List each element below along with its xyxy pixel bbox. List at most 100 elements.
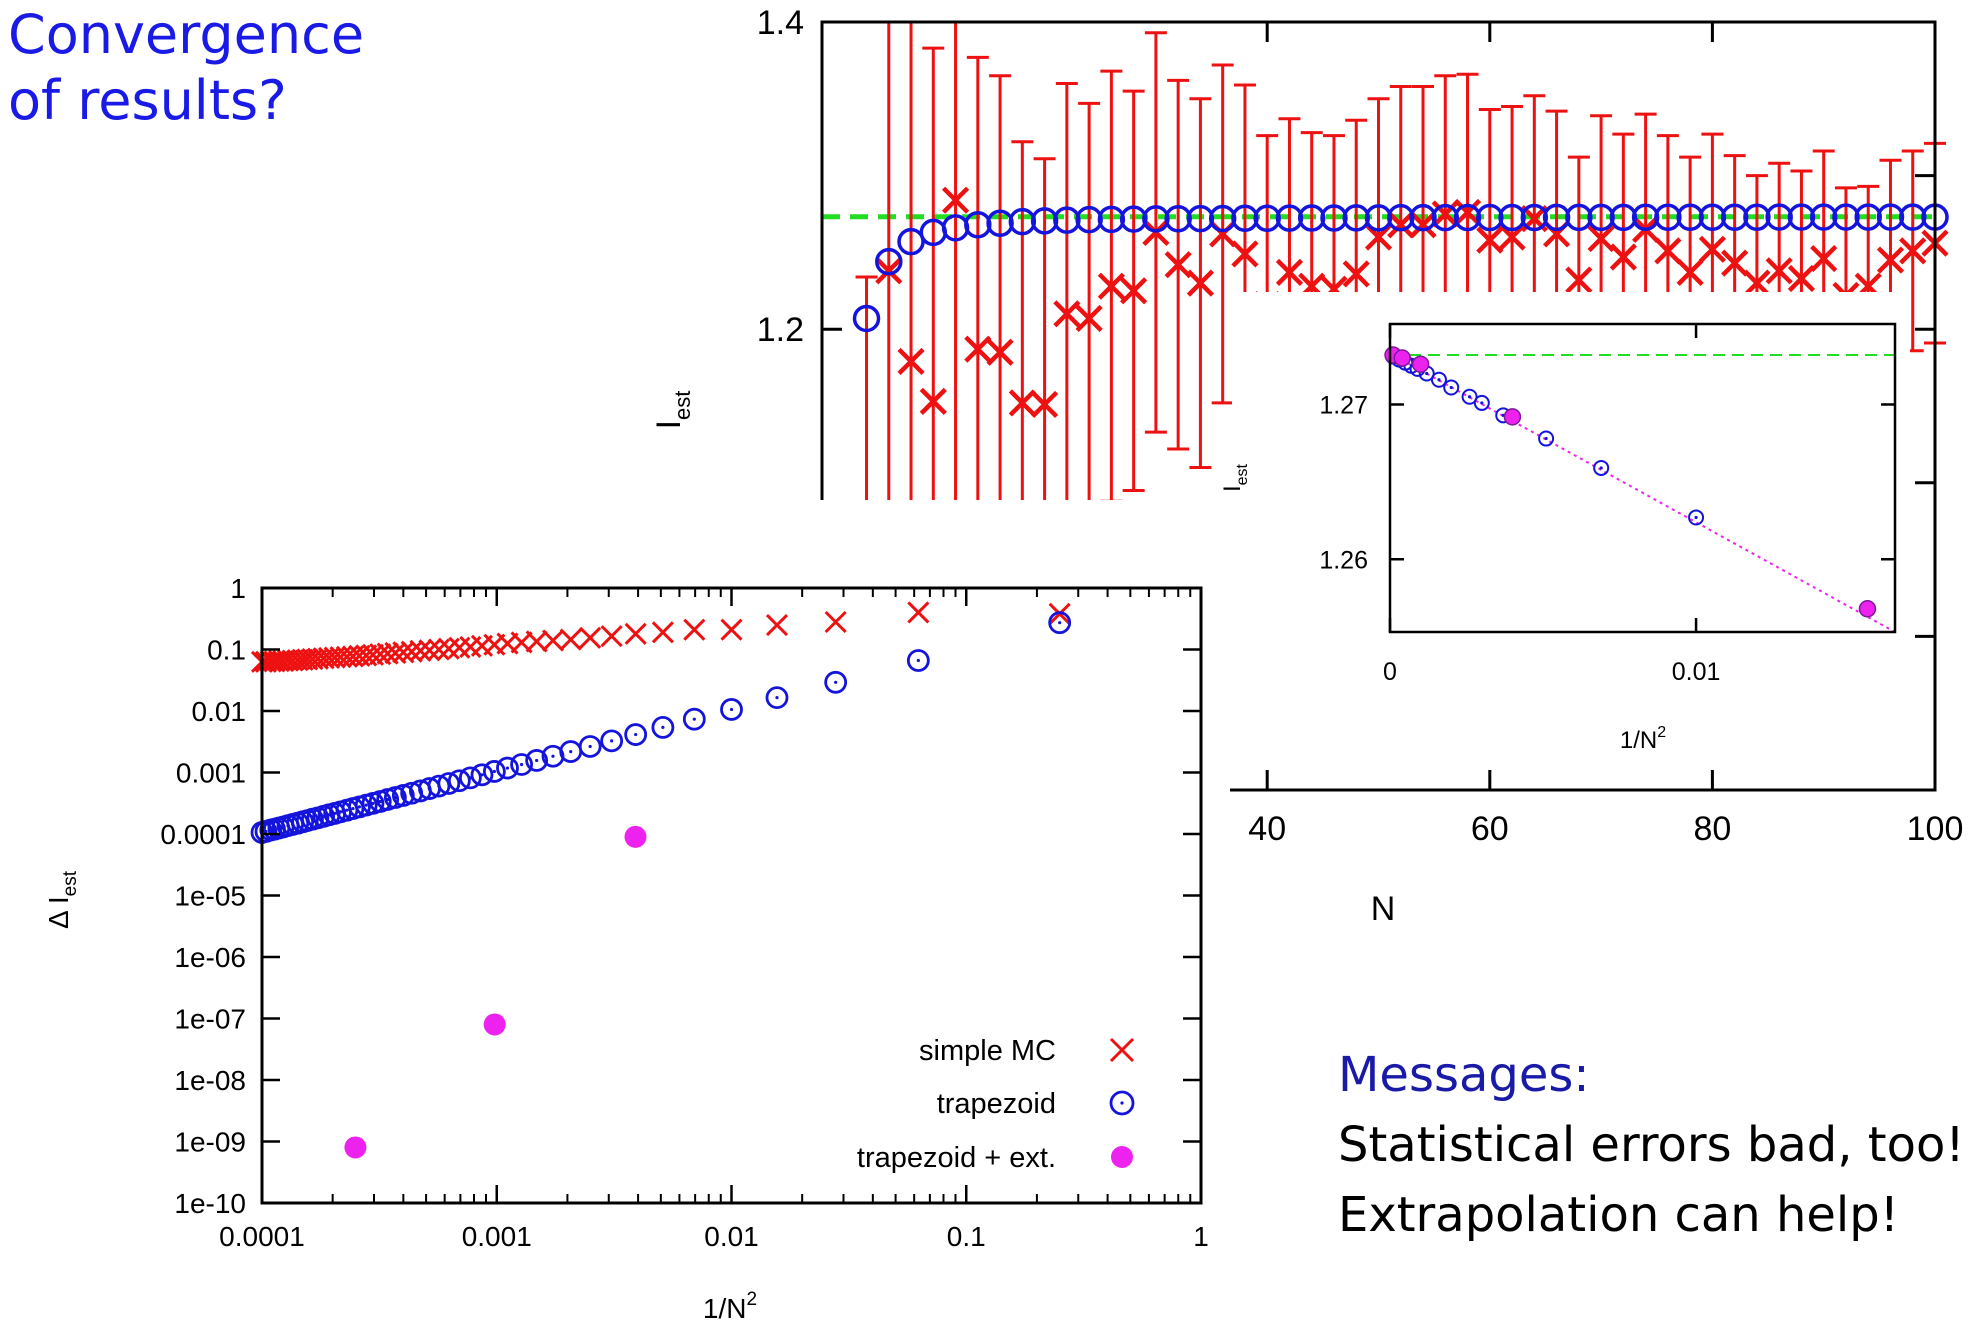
marker-ring: [1048, 611, 1072, 635]
mc-point: [409, 639, 432, 662]
marker-center: [569, 749, 573, 754]
marker-stroke: [1409, 211, 1437, 239]
trapezoid-point: [1593, 459, 1610, 476]
mc-point: [559, 628, 582, 651]
trapezoid-point: [897, 227, 925, 256]
marker-stroke: [1186, 269, 1215, 297]
y-tick-label: 0.01: [192, 696, 247, 727]
legend-marker-x: [1109, 1037, 1135, 1063]
trapezoid-point: [1473, 394, 1490, 411]
mc-point: [1097, 272, 1125, 300]
marker-stroke: [1109, 1037, 1135, 1063]
marker-stroke: [1453, 198, 1482, 227]
heading-line: of results?: [8, 69, 287, 132]
mc-point: [1899, 237, 1927, 265]
trapezoid-point: [600, 729, 624, 753]
marker-stroke: [296, 648, 319, 671]
mc-point: [1609, 243, 1637, 271]
log-legend: simple MC trapezoid trapezoid + ext.: [857, 1035, 1135, 1174]
marker-stroke: [1565, 266, 1593, 294]
marker-center: [1599, 466, 1603, 470]
inset-axis-ticks: 0 0.01 1.26 1.27: [1319, 324, 1895, 686]
mc-point: [1787, 264, 1816, 293]
mc-point: [600, 625, 623, 648]
mc-point: [1676, 258, 1704, 286]
mc-point: [259, 650, 282, 673]
x-tick-label: 0.1: [947, 1221, 986, 1252]
trapezoid-point: [824, 670, 848, 694]
marker-stroke: [427, 638, 450, 661]
marker-stroke: [301, 647, 324, 671]
marker-center: [1058, 621, 1062, 625]
marker-stroke: [384, 641, 407, 664]
mc-point: [418, 639, 441, 662]
y-tick-label: 0.1: [207, 635, 246, 666]
extrapolated-point: [624, 825, 647, 848]
x-tick-label: 0.0001: [219, 1221, 305, 1252]
marker-ring: [1473, 394, 1490, 411]
marker-center: [916, 658, 920, 663]
marker-ring: [765, 686, 789, 710]
main-axis-ticks: 40608010011.21.4: [757, 4, 1964, 848]
mc-point: [1810, 244, 1838, 273]
y-tick-label: 0.001: [176, 758, 246, 789]
mc-point: [1120, 277, 1148, 305]
extrapolated-point: [483, 1013, 506, 1036]
marker-stroke: [1876, 246, 1905, 274]
marker-stroke: [1654, 237, 1682, 265]
marker-stroke: [986, 338, 1014, 366]
marker-stroke: [1097, 272, 1125, 300]
mc-point: [1431, 200, 1459, 228]
mc-point: [919, 387, 947, 415]
error-bar: [944, 22, 967, 525]
marker-stroke: [1609, 243, 1637, 271]
marker-stroke: [1476, 226, 1504, 254]
mc-point: [1721, 249, 1749, 277]
marker-ring: [1109, 1090, 1135, 1116]
marker-center: [357, 805, 362, 809]
y-tick-label: 1e-09: [174, 1127, 246, 1158]
mc-point: [1743, 269, 1771, 297]
marker-center: [1694, 515, 1698, 520]
marker-stroke: [1075, 304, 1103, 333]
marker-stroke: [600, 625, 623, 648]
marker-center: [692, 717, 696, 721]
marker-stroke: [1676, 258, 1704, 286]
trapezoid-point: [541, 744, 565, 768]
mc-point: [1364, 223, 1393, 251]
marker-stroke: [291, 648, 314, 671]
mc-point: [1031, 390, 1059, 419]
marker-ring: [824, 670, 848, 694]
legend-entry: trapezoid + ext.: [857, 1142, 1133, 1174]
mc-point: [1876, 246, 1905, 274]
marker-stroke: [418, 639, 441, 662]
marker-center: [1120, 1101, 1124, 1105]
marker-ring: [1538, 430, 1555, 447]
marker-stroke: [525, 630, 548, 653]
marker-stroke: [1231, 240, 1259, 268]
message-line: Statistical errors bad, too!: [1338, 1117, 1965, 1173]
legend-marker-dot: [1111, 1146, 1133, 1168]
marker-stroke: [1053, 300, 1081, 328]
log-plot-panel: 0.0001 0.001 0.01 0.1 110.10.010.0010.00011e…: [0, 500, 1230, 1329]
x-tick-label: 0.01: [704, 1221, 759, 1252]
marker-stroke: [624, 622, 647, 645]
trapezoid-point: [1048, 611, 1072, 635]
mc-point: [765, 613, 789, 637]
mc-point: [1453, 198, 1482, 227]
marker-stroke: [259, 650, 282, 673]
marker-stroke: [907, 601, 930, 624]
marker-center: [364, 803, 368, 807]
trapezoid-point: [482, 760, 506, 783]
mc-point: [1231, 240, 1259, 268]
marker-stroke: [1031, 390, 1059, 419]
marker-ring: [600, 729, 624, 753]
marker-stroke: [1698, 235, 1726, 263]
marker-stroke: [720, 618, 743, 641]
mc-point: [1476, 226, 1504, 254]
mc-point: [897, 347, 925, 376]
marker-stroke: [400, 640, 423, 663]
messages-heading: Messages:: [1338, 1047, 1590, 1103]
x-tick-label: 0.001: [462, 1221, 532, 1252]
mc-point: [1587, 224, 1615, 253]
